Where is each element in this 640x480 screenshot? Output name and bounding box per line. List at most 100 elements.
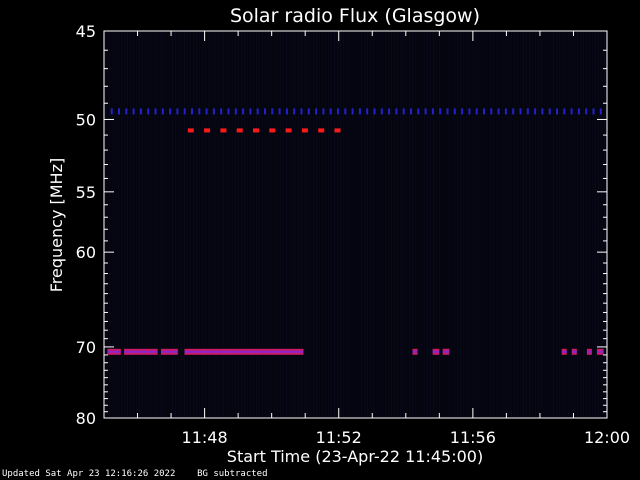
channel-mark	[220, 128, 227, 133]
channel-core	[561, 350, 567, 353]
noise-streak	[361, 31, 362, 418]
channel-mark	[249, 108, 252, 115]
noise-streak	[499, 31, 500, 418]
channel-mark	[234, 108, 237, 115]
noise-streak	[418, 31, 419, 418]
noise-streak	[487, 31, 488, 418]
noise-streak	[196, 31, 197, 418]
channel-mark	[395, 108, 398, 115]
noise-streak	[526, 31, 527, 418]
channel-mark	[300, 108, 303, 115]
noise-streak	[349, 31, 350, 418]
channel-mark	[556, 108, 558, 115]
noise-streak	[115, 31, 116, 418]
channel-mark	[358, 108, 361, 115]
channel-mark	[453, 108, 456, 115]
background-noise	[106, 31, 605, 418]
channel-mark	[388, 108, 391, 115]
noise-streak	[337, 31, 338, 418]
noise-streak	[223, 31, 224, 418]
noise-streak	[202, 31, 203, 418]
channel-mark	[264, 108, 266, 115]
noise-streak	[346, 31, 347, 418]
noise-streak	[277, 31, 278, 418]
noise-streak	[547, 31, 548, 418]
noise-streak	[181, 31, 182, 418]
noise-streak	[541, 31, 542, 418]
noise-streak	[130, 31, 131, 418]
noise-streak	[577, 31, 578, 418]
noise-streak	[241, 31, 242, 418]
channel-mark	[585, 108, 588, 115]
channel-mark	[534, 108, 537, 115]
noise-streak	[166, 31, 167, 418]
noise-streak	[427, 31, 428, 418]
channel-mark	[548, 108, 551, 115]
noise-streak	[478, 31, 479, 418]
y-tick-label: 45	[76, 22, 96, 41]
channel-mark	[570, 108, 573, 115]
channel-mark	[563, 108, 566, 115]
noise-streak	[325, 31, 326, 418]
channel-mark	[519, 108, 522, 115]
noise-streak	[172, 31, 173, 418]
noise-streak	[328, 31, 329, 418]
noise-streak	[403, 31, 404, 418]
channel-mark	[380, 108, 383, 115]
channel-mark	[468, 108, 471, 115]
channel-mark	[373, 108, 376, 115]
x-tick-label: 11:52	[316, 428, 362, 447]
noise-streak	[565, 31, 566, 418]
noise-streak	[430, 31, 431, 418]
noise-streak	[457, 31, 458, 418]
noise-streak	[205, 31, 206, 418]
noise-streak	[211, 31, 212, 418]
noise-streak	[451, 31, 452, 418]
noise-streak	[334, 31, 335, 418]
y-tick-label: 50	[76, 110, 96, 129]
channel-mark	[417, 108, 420, 115]
channel-mark	[285, 128, 292, 133]
channel-mark	[278, 108, 281, 115]
noise-streak	[463, 31, 464, 418]
noise-streak	[175, 31, 176, 418]
noise-streak	[529, 31, 530, 418]
noise-streak	[307, 31, 308, 418]
y-axis-label: Frequency [MHz]	[47, 158, 66, 292]
noise-streak	[409, 31, 410, 418]
noise-streak	[553, 31, 554, 418]
noise-streak	[289, 31, 290, 418]
noise-streak	[511, 31, 512, 418]
channel-mark	[483, 108, 485, 115]
channel-mark	[410, 108, 412, 115]
channel-mark	[307, 108, 310, 115]
channel-mark	[402, 108, 405, 115]
noise-streak	[157, 31, 158, 418]
channel-mark	[253, 128, 259, 133]
noise-streak	[208, 31, 209, 418]
channel-mark	[227, 108, 230, 115]
bg-subtracted-note: BG subtracted	[197, 469, 268, 479]
noise-streak	[190, 31, 191, 418]
noise-streak	[439, 31, 440, 418]
channel-core	[596, 350, 604, 353]
noise-streak	[598, 31, 599, 418]
channel-mark	[183, 108, 186, 115]
noise-streak	[283, 31, 284, 418]
channel-mark	[176, 108, 179, 115]
channel-core	[184, 350, 304, 353]
noise-streak	[112, 31, 113, 418]
channel-mark	[351, 108, 354, 115]
noise-streak	[340, 31, 341, 418]
channel-mark	[329, 108, 332, 115]
channel-mark	[504, 108, 507, 115]
noise-streak	[391, 31, 392, 418]
channel-mark	[322, 108, 325, 115]
noise-streak	[421, 31, 422, 418]
noise-streak	[187, 31, 188, 418]
channel-mark	[110, 108, 113, 115]
channel-mark	[256, 108, 259, 115]
noise-streak	[520, 31, 521, 418]
channel-mark	[337, 108, 339, 115]
